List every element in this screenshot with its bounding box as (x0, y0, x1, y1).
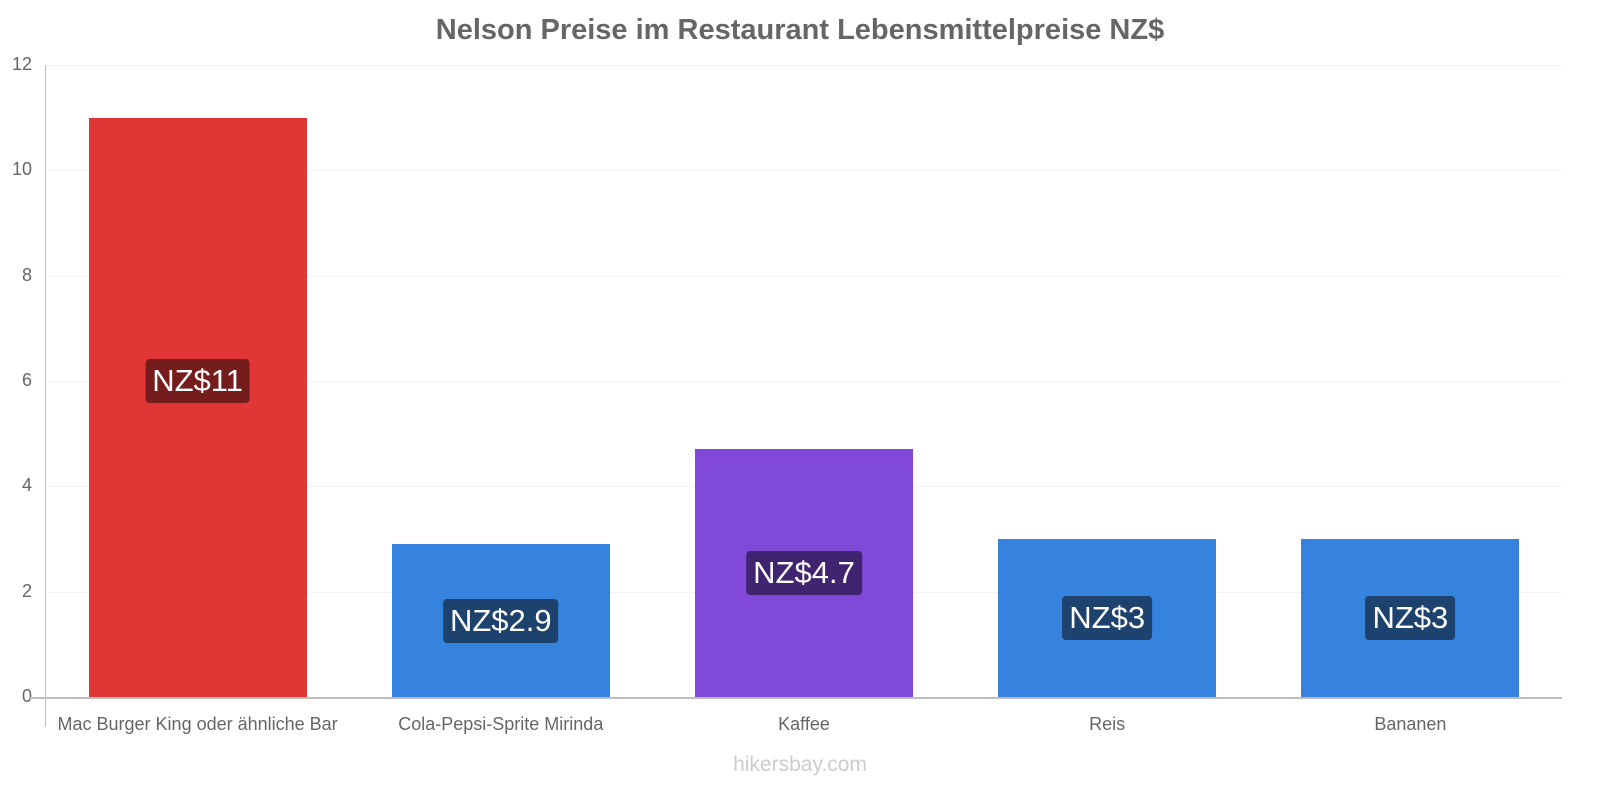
y-tick-label: 0 (21, 686, 32, 706)
bar[interactable]: NZ$3 (998, 539, 1217, 697)
bar[interactable]: NZ$3 (1301, 539, 1520, 697)
x-tick-label: Bananen (1374, 714, 1447, 734)
bar-value-label: NZ$3 (1062, 596, 1153, 640)
x-tick-label: Kaffee (778, 714, 830, 734)
y-tick-label: 8 (21, 264, 32, 285)
bar-value-label: NZ$4.7 (746, 551, 862, 596)
y-tick-label: 4 (21, 475, 32, 496)
gridline (46, 275, 1562, 277)
gridline (46, 170, 1562, 172)
bar-value-label: NZ$3 (1365, 596, 1456, 640)
bar[interactable]: NZ$11 (88, 117, 307, 697)
bar[interactable]: NZ$2.9 (391, 544, 610, 697)
gridline (46, 381, 1562, 382)
x-tick-label: Reis (1089, 714, 1126, 734)
y-tick-label: 12 (11, 54, 32, 74)
plot-area: NZ$11 NZ$2.9 NZ$4.7 NZ$3 NZ$3 (46, 65, 1562, 697)
bar-value-label: NZ$2.9 (442, 598, 559, 643)
y-tick-label: 10 (11, 159, 32, 180)
chart-title: Nelson Preise im Restaurant Lebensmittel… (435, 14, 1165, 46)
y-tick-label: 2 (21, 580, 32, 601)
bar[interactable]: NZ$4.7 (695, 449, 913, 697)
source-watermark: hikersbay.com (733, 753, 867, 776)
gridline (46, 65, 1562, 66)
x-axis-line (30, 697, 1562, 699)
x-tick-label: Cola-Pepsi-Sprite Mirinda (398, 714, 604, 734)
y-tick-label: 6 (21, 370, 32, 390)
x-tick-label: Mac Burger King oder ähnliche Bar (57, 714, 338, 734)
y-axis-line (45, 65, 46, 727)
bar-value-label: NZ$11 (145, 359, 250, 403)
